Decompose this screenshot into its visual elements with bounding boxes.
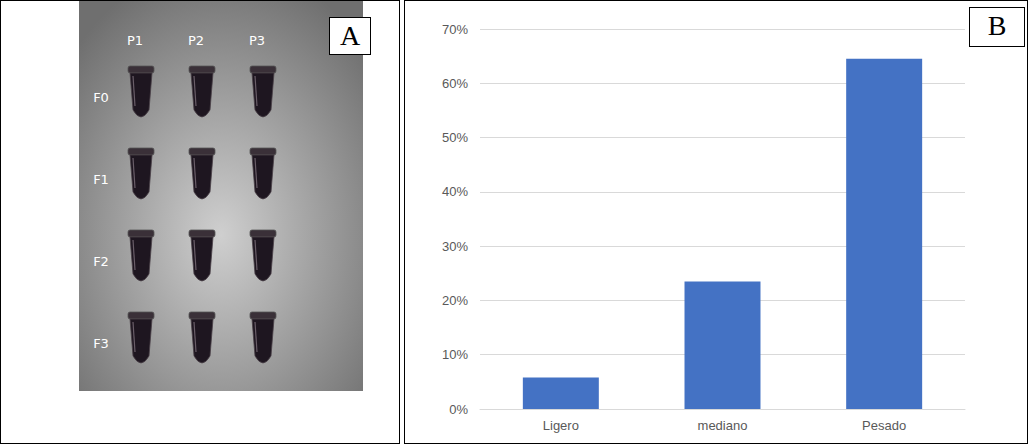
svg-text:P2: P2 <box>188 33 204 48</box>
html-text:B: B <box>987 10 1007 41</box>
svg-text:F3: F3 <box>93 336 109 351</box>
svg-text:P1: P1 <box>127 33 143 48</box>
svg-text:60%: 60% <box>442 76 468 91</box>
svg-text:P3: P3 <box>249 33 265 48</box>
svg-text:0%: 0% <box>449 402 468 417</box>
svg-text:10%: 10% <box>442 347 468 362</box>
svg-text:F2: F2 <box>93 254 109 269</box>
svg-text:50%: 50% <box>442 130 468 145</box>
svg-text:Pesado: Pesado <box>862 418 906 433</box>
svg-text:40%: 40% <box>442 184 468 199</box>
svg-text:F0: F0 <box>93 90 109 105</box>
html-text:A: A <box>339 20 361 51</box>
svg-text:70%: 70% <box>442 22 468 37</box>
svg-text:20%: 20% <box>442 293 468 308</box>
svg-text:F1: F1 <box>93 172 109 187</box>
svg-text:30%: 30% <box>442 239 468 254</box>
svg-text:Ligero: Ligero <box>543 418 579 433</box>
svg-text:mediano: mediano <box>698 418 748 433</box>
